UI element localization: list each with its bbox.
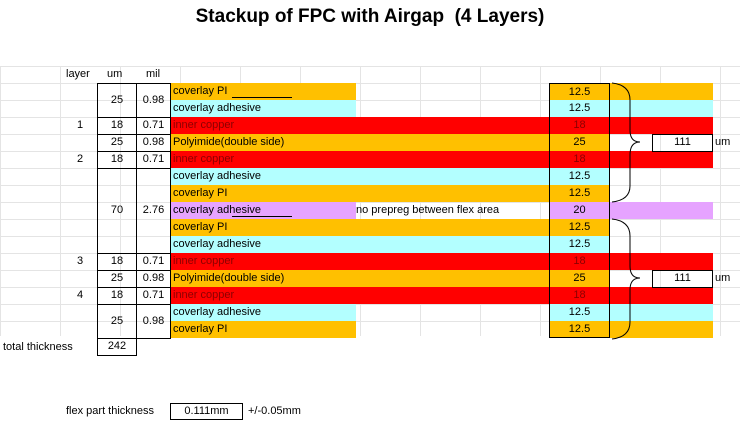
thickness-value: 12.5 bbox=[549, 185, 610, 202]
header-um: um bbox=[107, 68, 123, 80]
row-label: coverlay PI bbox=[173, 323, 228, 335]
thickness-value: 12.5 bbox=[549, 219, 610, 236]
thickness-value: 25 bbox=[549, 134, 610, 151]
thickness-value: 25 bbox=[549, 270, 610, 287]
bar-coverlay-pi-4 bbox=[170, 321, 356, 338]
bar-inner-copper-1 bbox=[170, 117, 713, 134]
row-label: coverlay PI bbox=[173, 85, 228, 97]
layer-number: 3 bbox=[76, 255, 84, 267]
row-label: coverlay PI bbox=[173, 221, 228, 233]
thickness-value: 12.5 bbox=[549, 168, 610, 185]
flex-thickness-box bbox=[170, 403, 243, 420]
row-label: inner copper bbox=[173, 255, 235, 267]
cell-underline bbox=[232, 97, 292, 98]
thickness-value: 18 bbox=[549, 117, 610, 134]
um-value: 25 bbox=[110, 272, 124, 284]
header-layer: layer bbox=[66, 68, 90, 80]
thickness-value: 18 bbox=[549, 287, 610, 304]
row-label: coverlay adhesive bbox=[173, 204, 262, 216]
bar-coverlay-pi-2 bbox=[170, 185, 610, 202]
total-thickness-box bbox=[97, 338, 137, 356]
layer-number: 2 bbox=[76, 153, 84, 165]
um-value: 25 bbox=[110, 136, 124, 148]
row-label: coverlay adhesive bbox=[173, 306, 262, 318]
row-label: Polyimide(double side) bbox=[173, 272, 285, 284]
bar-polyimide-2 bbox=[170, 270, 610, 287]
bar-coverlay-adhesive-2 bbox=[170, 168, 610, 185]
bar-coverlay-adhesive-4 bbox=[170, 304, 356, 321]
bar-airgap-adhesive bbox=[170, 202, 356, 219]
mil-value: 0.98 bbox=[142, 136, 165, 148]
mil-value: 0.98 bbox=[142, 94, 165, 106]
um-value: 18 bbox=[110, 153, 124, 165]
total-thickness-label: total thickness bbox=[3, 341, 73, 353]
mil-value: 0.71 bbox=[142, 289, 165, 301]
flex-thickness-tolerance: +/-0.05mm bbox=[248, 405, 301, 417]
row-label: inner copper bbox=[173, 119, 235, 131]
bar-airgap-adhesive-right bbox=[549, 202, 713, 219]
subtotal-unit: um bbox=[715, 136, 731, 148]
row-label: coverlay adhesive bbox=[173, 238, 262, 250]
thickness-value: 12.5 bbox=[549, 100, 610, 117]
airgap-note: no prepreg between flex area bbox=[356, 204, 500, 216]
layer-number: 1 bbox=[76, 119, 84, 131]
row-label: inner copper bbox=[173, 289, 235, 301]
layer-number: 4 bbox=[76, 289, 84, 301]
um-value: 25 bbox=[110, 315, 124, 327]
bar-coverlay-pi-3 bbox=[170, 219, 610, 236]
thickness-value: 12.5 bbox=[549, 83, 610, 100]
subtotal-box bbox=[652, 270, 713, 288]
mil-value: 0.71 bbox=[142, 119, 165, 131]
mil-group-box bbox=[136, 304, 171, 339]
cell-underline bbox=[232, 216, 292, 217]
bar-polyimide-1 bbox=[170, 134, 610, 151]
bar-inner-copper-3 bbox=[170, 253, 713, 270]
subtotal-value: 111 bbox=[674, 136, 691, 148]
um-value: 18 bbox=[110, 289, 124, 301]
bar-coverlay-adhesive bbox=[170, 100, 356, 117]
subtotal-value: 111 bbox=[674, 272, 691, 284]
thickness-value: 12.5 bbox=[549, 321, 610, 338]
um-value: 18 bbox=[110, 119, 124, 131]
mil-value: 0.71 bbox=[142, 153, 165, 165]
thickness-value: 18 bbox=[549, 151, 610, 168]
row-label: coverlay adhesive bbox=[173, 102, 262, 114]
um-value: 18 bbox=[110, 255, 124, 267]
flex-thickness-value: 0.111mm bbox=[184, 405, 229, 417]
total-thickness-value: 242 bbox=[107, 340, 127, 352]
um-value: 70 bbox=[110, 204, 124, 216]
row-label: Polyimide(double side) bbox=[173, 136, 285, 148]
row-label: inner copper bbox=[173, 153, 235, 165]
um-value: 25 bbox=[110, 94, 124, 106]
mil-value: 0.98 bbox=[142, 272, 165, 284]
subtotal-box bbox=[652, 134, 713, 152]
page-title: Stackup of FPC with Airgap (4 Layers) bbox=[195, 6, 545, 27]
row-label: coverlay PI bbox=[173, 187, 228, 199]
thickness-value: 12.5 bbox=[549, 304, 610, 321]
header-mil: mil bbox=[146, 68, 161, 80]
subtotal-unit: um bbox=[715, 272, 731, 284]
mil-value: 0.98 bbox=[142, 315, 165, 327]
thickness-value: 12.5 bbox=[549, 236, 610, 253]
flex-thickness-label: flex part thickness bbox=[66, 405, 155, 417]
bar-inner-copper-4 bbox=[170, 287, 713, 304]
bar-coverlay-adhesive-3 bbox=[170, 236, 610, 253]
row-label: coverlay adhesive bbox=[173, 170, 262, 182]
bar-coverlay-pi bbox=[170, 83, 356, 100]
bar-inner-copper-2 bbox=[170, 151, 713, 168]
thickness-value: 20 bbox=[549, 202, 610, 219]
mil-value: 0.71 bbox=[142, 255, 165, 267]
mil-value: 2.76 bbox=[142, 204, 165, 216]
thickness-value: 18 bbox=[549, 253, 610, 270]
